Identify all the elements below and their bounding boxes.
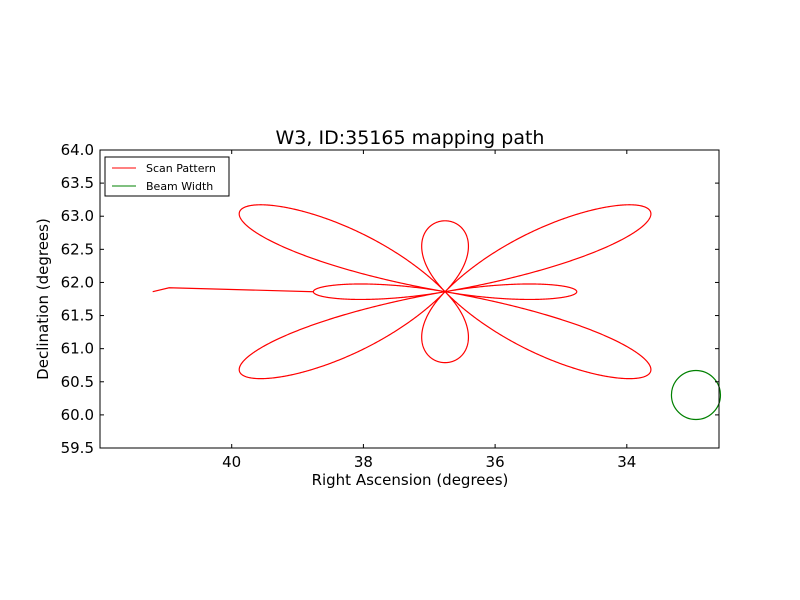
legend-label-scan-pattern: Scan Pattern	[146, 162, 216, 175]
y-tick-label: 62.0	[61, 273, 94, 291]
series-layer	[152, 204, 722, 421]
y-tick-label: 61.0	[61, 340, 94, 358]
chart-title: W3, ID:35165 mapping path	[276, 127, 545, 149]
beam-width-circle	[670, 369, 722, 421]
y-axis-ticks: 59.5 60.0 60.5 61.0 61.5 62.0 62.5 63.0 63.5 64.0	[61, 141, 719, 457]
x-tick-label: 40	[222, 453, 241, 471]
y-axis-label: Declination (degrees)	[34, 218, 52, 380]
x-axis-ticks: 40 38 36 34	[222, 150, 636, 471]
axes-frame	[99, 149, 720, 449]
x-axis-label: Right Ascension (degrees)	[312, 471, 509, 489]
y-tick-label: 59.5	[61, 439, 94, 457]
y-tick-label: 60.5	[61, 373, 94, 391]
y-tick-label: 63.5	[61, 174, 94, 192]
y-tick-label: 64.0	[61, 141, 94, 159]
legend-box	[104, 156, 230, 197]
y-tick-label: 60.0	[61, 406, 94, 424]
scan-pattern-line	[152, 204, 652, 380]
x-tick-label: 34	[617, 453, 636, 471]
y-tick-label: 61.5	[61, 307, 94, 325]
x-tick-label: 36	[486, 453, 505, 471]
legend-label-beam-width: Beam Width	[146, 180, 213, 193]
y-tick-label: 63.0	[61, 207, 94, 225]
y-tick-label: 62.5	[61, 240, 94, 258]
legend: Scan Pattern Beam Width	[104, 156, 230, 197]
plot-area: 40 38 36 34 59.5 60.0 60.5 61.0 61.5 62.0 62.5 63.…	[61, 141, 722, 471]
x-tick-label: 38	[354, 453, 373, 471]
